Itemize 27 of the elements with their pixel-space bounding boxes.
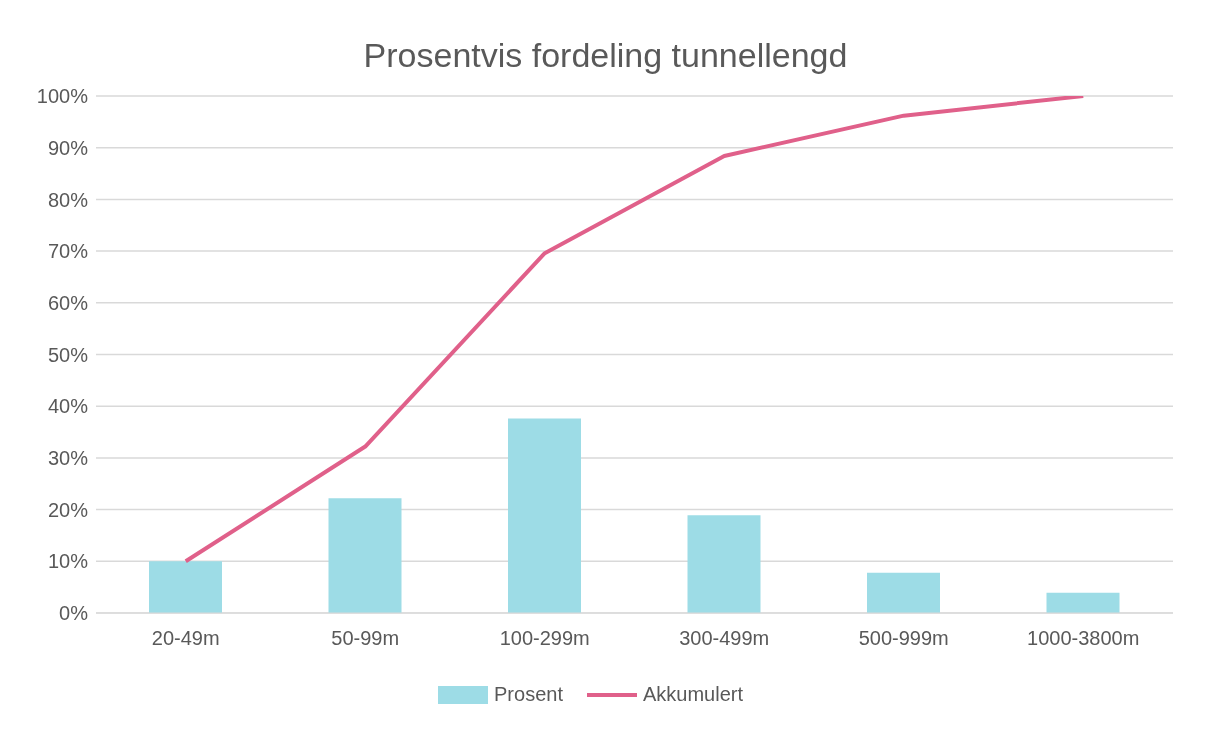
y-tick-label: 50% — [47, 343, 89, 366]
bar — [687, 515, 761, 613]
line-series — [183, 96, 1086, 564]
y-tick-label: 10% — [47, 550, 89, 573]
x-tick-label: 100-299m — [499, 627, 590, 650]
y-tick-label: 70% — [47, 240, 89, 263]
y-tick-label: 90% — [47, 136, 89, 159]
y-tick-label: 60% — [47, 291, 89, 314]
x-tick-label: 1000-3800m — [1027, 627, 1140, 650]
bar — [508, 418, 581, 613]
y-tick-label: 100% — [36, 85, 89, 108]
legend-label: Akkumulert — [642, 683, 743, 706]
y-tick-label: 40% — [47, 395, 89, 418]
bar — [1046, 592, 1120, 613]
y-tick-label: 80% — [47, 188, 89, 211]
chart-title: Prosentvis fordeling tunnellengd — [362, 35, 849, 76]
y-tick-label: 20% — [47, 498, 89, 521]
bar — [867, 572, 940, 613]
legend-label: Prosent — [494, 683, 563, 706]
y-tick-label: 30% — [47, 447, 89, 469]
bar — [149, 561, 222, 613]
x-tick-label: 300-499m — [679, 627, 770, 650]
x-tick-label: 50-99m — [331, 627, 400, 650]
y-tick-label: 0% — [59, 602, 89, 625]
bar — [328, 498, 402, 613]
x-tick-label: 500-999m — [858, 627, 949, 650]
x-tick-label: 20-49m — [151, 627, 220, 650]
